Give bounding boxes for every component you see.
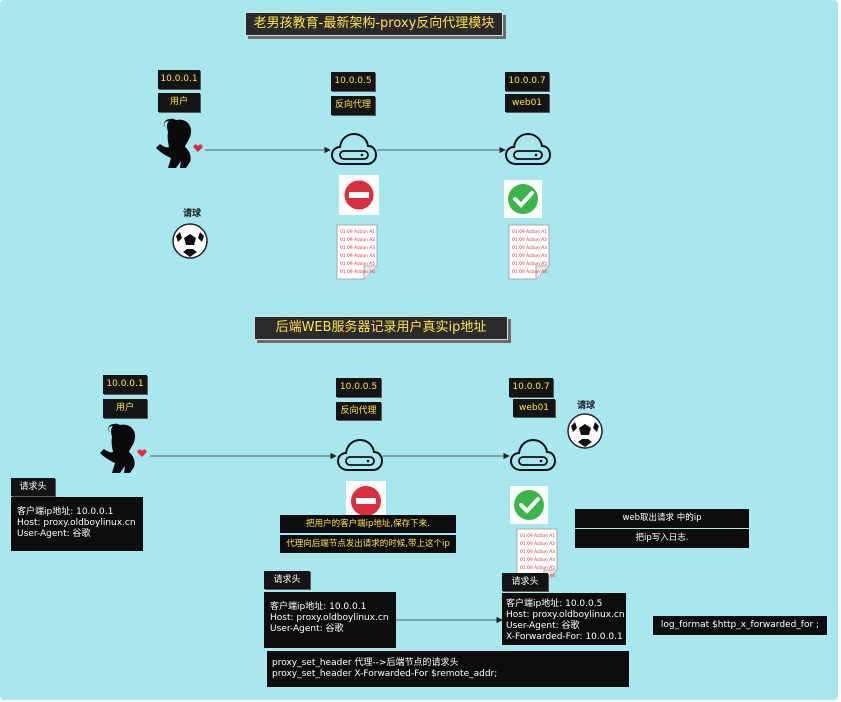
req-header-right-line: User-Agent: 谷歌: [506, 621, 580, 631]
web-note-line1: web取出请求 中的ip: [575, 509, 749, 528]
proxy-note-line2: 代理向后端节点发出请求的时候,带上这个ip: [280, 535, 456, 553]
user-silhouette-icon: [156, 118, 203, 168]
req-header-mid-line: Host: proxy.oldboylinux.cn: [270, 613, 389, 623]
svg-text:01:09 Action A5: 01:09 Action A5: [512, 261, 547, 267]
log-format-box: log_format $http_x_forwarded_for ;: [653, 616, 827, 635]
req-header-left-line: Host: proxy.oldboylinux.cn: [17, 518, 136, 528]
cloud-server-icon: [336, 438, 384, 471]
deny-icon: [339, 175, 379, 215]
req-header-right-tag: 请求头: [502, 573, 548, 591]
svg-text:01:09 Action A2: 01:09 Action A2: [512, 237, 547, 243]
svg-text:01:09 Action A4: 01:09 Action A4: [340, 253, 375, 259]
req-header-mid-line: User-Agent: 谷歌: [270, 624, 344, 634]
svg-text:01:09 Action A4: 01:09 Action A4: [512, 253, 547, 259]
section2-proxy-ip: 10.0.0.5: [336, 378, 381, 397]
section2-proxy-label: 反向代理: [336, 402, 381, 420]
section1-web-label: web01: [505, 94, 549, 112]
user-silhouette-icon: [100, 423, 147, 473]
section2-request-label: 请球: [577, 401, 596, 411]
section2-user-label: 用户: [103, 399, 147, 418]
svg-text:01:09 Action A5: 01:09 Action A5: [340, 261, 375, 267]
svg-text:01:09 Action A2: 01:09 Action A2: [340, 237, 375, 243]
svg-text:01:09 Action A4: 01:09 Action A4: [520, 557, 555, 563]
req-header-mid-line: 客户端ip地址: 10.0.0.1: [270, 602, 367, 612]
log-document-icon: 01:09 Action A1 01:09 Action A2 01:09 Ac…: [508, 224, 550, 280]
check-icon: [510, 486, 548, 524]
svg-text:01:09 Action A6: 01:09 Action A6: [512, 269, 547, 275]
req-header-right-box: 客户端ip地址: 10.0.0.5 Host: proxy.oldboylinu…: [502, 593, 626, 645]
section2-web-label: web01: [513, 399, 555, 417]
svg-text:01:09 Action A2: 01:09 Action A2: [520, 541, 555, 547]
req-header-left-box: 客户端ip地址: 10.0.0.1 Host: proxy.oldboylinu…: [11, 497, 143, 551]
section1-request-label: 请球: [183, 209, 202, 219]
section1-user-label: 用户: [158, 93, 200, 112]
soccer-ball-icon: [567, 413, 603, 449]
proxy-set-header-line2: proxy_set_header X-Forwarded-For $remote…: [272, 669, 498, 679]
deny-icon: [346, 481, 386, 521]
section1-user-ip: 10.0.0.1: [158, 70, 200, 89]
svg-text:01:09 Action A6: 01:09 Action A6: [340, 269, 375, 275]
svg-text:01:09 Action A1: 01:09 Action A1: [520, 533, 555, 539]
section2-web-ip: 10.0.0.7: [509, 378, 553, 397]
log-document-icon: 01:09 Action A1 01:09 Action A2 01:09 Ac…: [336, 224, 378, 280]
section2-title: 后端WEB服务器记录用户真实ip地址: [254, 316, 508, 340]
proxy-set-header-box: proxy_set_header 代理-->后端节点的请求头 proxy_set…: [267, 651, 629, 687]
req-header-right-line: 客户端ip地址: 10.0.0.5: [506, 599, 603, 609]
req-header-left-line: 客户端ip地址: 10.0.0.1: [17, 507, 114, 517]
section2-user-ip: 10.0.0.1: [103, 375, 147, 394]
svg-text:01:09 Action A1: 01:09 Action A1: [340, 229, 375, 235]
cloud-server-icon: [330, 132, 378, 165]
svg-text:01:09 Action A3: 01:09 Action A3: [340, 245, 375, 251]
section1-proxy-label: 反向代理: [331, 96, 375, 115]
req-header-left-tag: 请求头: [11, 478, 55, 496]
svg-text:01:09 Action A1: 01:09 Action A1: [512, 229, 547, 235]
web-note-line2: 把ip写入日志.: [575, 529, 749, 548]
proxy-note-line1: 把用户的客户端ip地址,保存下来.: [280, 515, 456, 533]
svg-text:01:09 Action A3: 01:09 Action A3: [520, 549, 555, 555]
svg-text:01:09 Action A3: 01:09 Action A3: [512, 245, 547, 251]
req-header-left-line: User-Agent: 谷歌: [17, 529, 91, 539]
section1-title: 老男孩教育-最新架构-proxy反向代理模块: [245, 12, 503, 36]
proxy-set-header-line1: proxy_set_header 代理-->后端节点的请求头: [272, 658, 459, 668]
req-header-mid-box: 客户端ip地址: 10.0.0.1 Host: proxy.oldboylinu…: [264, 592, 396, 648]
cloud-server-icon: [504, 132, 552, 165]
svg-text:01:09 Action A5: 01:09 Action A5: [520, 565, 555, 571]
req-header-mid-tag: 请求头: [264, 571, 310, 589]
cloud-server-icon: [509, 438, 557, 471]
req-header-right-line: Host: proxy.oldboylinux.cn: [506, 610, 625, 620]
section1-proxy-ip: 10.0.0.5: [331, 72, 375, 91]
section1-web-ip: 10.0.0.7: [505, 72, 549, 91]
soccer-ball-icon: [172, 223, 208, 259]
check-icon: [504, 180, 542, 218]
req-header-right-line: X-Forwarded-For: 10.0.0.1: [506, 632, 623, 642]
